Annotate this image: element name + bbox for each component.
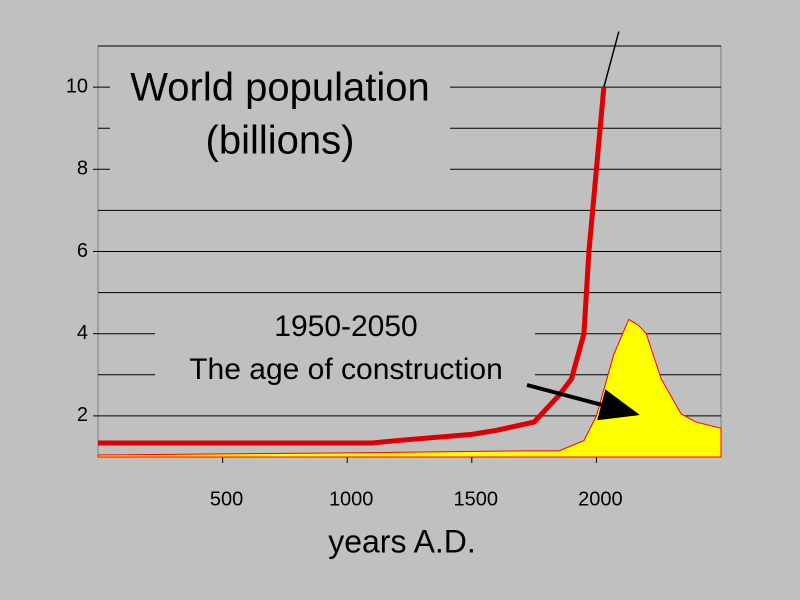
- chart-title: World population: [130, 66, 429, 110]
- y-tick-label: 4: [77, 322, 88, 344]
- annotation: 1950-2050: [274, 310, 417, 343]
- x-axis-label: years A.D.: [328, 523, 476, 559]
- y-tick-label: 10: [66, 75, 88, 97]
- area: [97, 318, 722, 458]
- x-tick-label: 2000: [578, 488, 623, 510]
- annotation-box: [155, 306, 535, 388]
- line: [98, 86, 607, 446]
- annotation: The age of construction: [189, 353, 503, 386]
- x-tick-label: 1500: [454, 488, 499, 510]
- x-tick-label: 500: [210, 488, 243, 510]
- chart-title: (billions): [206, 119, 355, 163]
- annotation-arrow: [526, 383, 640, 421]
- y-tick-label: 6: [77, 240, 88, 262]
- title-box: [110, 62, 450, 172]
- y-tick-label: 8: [77, 158, 88, 180]
- x-tick-label: 1000: [329, 488, 374, 510]
- line: [603, 31, 620, 88]
- y-tick-label: 2: [77, 404, 88, 426]
